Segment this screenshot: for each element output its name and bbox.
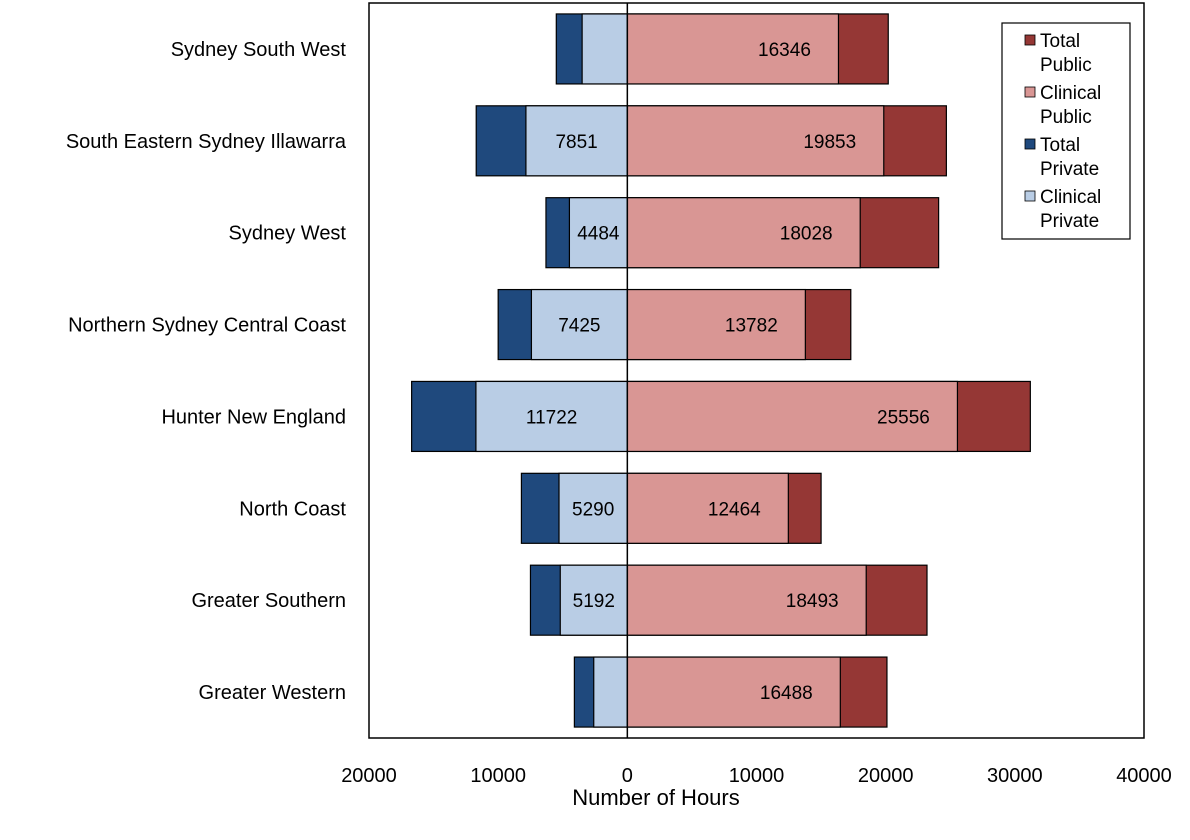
x-axis-tick-labels: 20000 10000 0 10000 20000 30000 40000 <box>341 765 1172 787</box>
data-label-clinical-private-northern-sydney-central-coast: 7425 <box>558 316 600 337</box>
data-label-clinical-public-sydney-south-west: 16346 <box>758 40 811 61</box>
category-label-south-eastern-sydney-illawarra: South Eastern Sydney Illawarra <box>66 131 347 153</box>
bar-clinical-public-hunter-new-england <box>626 380 959 453</box>
category-labels: Sydney South West South Eastern Sydney Il… <box>66 39 347 704</box>
data-label-clinical-private-sydney-west: 4484 <box>577 224 620 245</box>
bar-clinical-private-north-coast <box>558 472 628 544</box>
legend-label-total-public: Public <box>1040 55 1092 76</box>
legend: Total Public Clinical Public Total Private Cli… <box>1001 22 1131 240</box>
bar-clinical-private-sydney-south-west <box>581 13 628 85</box>
bar-clinical-public-greater-southern <box>626 564 867 636</box>
legend-label-total-private: Total <box>1040 135 1080 156</box>
legend-label-total-public: Total <box>1040 31 1080 52</box>
bar-clinical-private-sydney-west <box>568 197 628 269</box>
data-label-clinical-public-greater-western: 16488 <box>760 683 813 704</box>
category-label-greater-western: Greater Western <box>199 682 346 704</box>
bar-clinical-private-greater-western <box>593 656 628 728</box>
legend-label-total-private: Private <box>1040 159 1099 180</box>
x-tick-label: 30000 <box>987 765 1043 787</box>
data-label-clinical-public-greater-southern: 18493 <box>786 591 839 612</box>
legend-swatch-total-public <box>1024 34 1036 46</box>
data-label-clinical-public-south-eastern-sydney-illawarra: 19853 <box>803 132 856 153</box>
category-label-sydney-west: Sydney West <box>229 223 347 245</box>
data-label-clinical-private-north-coast: 5290 <box>572 499 614 520</box>
data-label-clinical-private-greater-southern: 5192 <box>573 591 615 612</box>
legend-label-clinical-public: Clinical <box>1040 83 1101 104</box>
category-label-sydney-south-west: Sydney South West <box>171 39 347 61</box>
category-label-hunter-new-england: Hunter New England <box>161 406 346 428</box>
x-tick-label: 40000 <box>1116 765 1172 787</box>
legend-label-clinical-private: Clinical <box>1040 187 1101 208</box>
bar-clinical-private-south-eastern-sydney-illawarra <box>525 105 628 177</box>
data-label-clinical-public-northern-sydney-central-coast: 13782 <box>725 316 778 337</box>
data-label-clinical-public-sydney-west: 18028 <box>780 224 833 245</box>
legend-swatch-clinical-private <box>1024 190 1036 202</box>
bar-clinical-public-sydney-west <box>626 197 861 269</box>
x-axis-title: Number of Hours <box>572 785 740 810</box>
bar-clinical-private-northern-sydney-central-coast <box>530 288 628 361</box>
bar-clinical-private-hunter-new-england <box>475 380 628 453</box>
bars-layer <box>411 13 1031 728</box>
data-label-clinical-private-hunter-new-england: 11722 <box>526 407 577 428</box>
legend-swatch-total-private <box>1024 138 1036 150</box>
data-label-clinical-private-south-eastern-sydney-illawarra: 7851 <box>555 132 597 153</box>
x-tick-label: 20000 <box>858 765 914 787</box>
legend-label-clinical-private: Private <box>1040 211 1099 232</box>
category-label-greater-southern: Greater Southern <box>191 590 346 612</box>
category-label-north-coast: North Coast <box>239 498 346 520</box>
bar-clinical-public-greater-western <box>626 656 841 728</box>
legend-swatch-clinical-public <box>1024 86 1036 98</box>
category-label-northern-sydney-central-coast: Northern Sydney Central Coast <box>68 315 346 337</box>
x-tick-label: 10000 <box>470 765 526 787</box>
bar-clinical-private-greater-southern <box>559 564 628 636</box>
legend-box <box>1001 22 1131 240</box>
data-label-clinical-public-hunter-new-england: 25556 <box>877 407 930 428</box>
bar-clinical-public-northern-sydney-central-coast <box>626 288 806 361</box>
x-tick-label: 20000 <box>341 765 397 787</box>
legend-label-clinical-public: Public <box>1040 107 1092 128</box>
x-tick-label: 10000 <box>729 765 785 787</box>
data-labels-layer: 16346 19853 7851 18028 4484 13782 7425 25556 117… <box>526 40 930 704</box>
data-label-clinical-public-north-coast: 12464 <box>708 499 761 520</box>
bar-clinical-public-sydney-south-west <box>626 13 840 85</box>
bar-clinical-public-north-coast <box>626 472 789 544</box>
x-tick-label: 0 <box>622 765 633 787</box>
